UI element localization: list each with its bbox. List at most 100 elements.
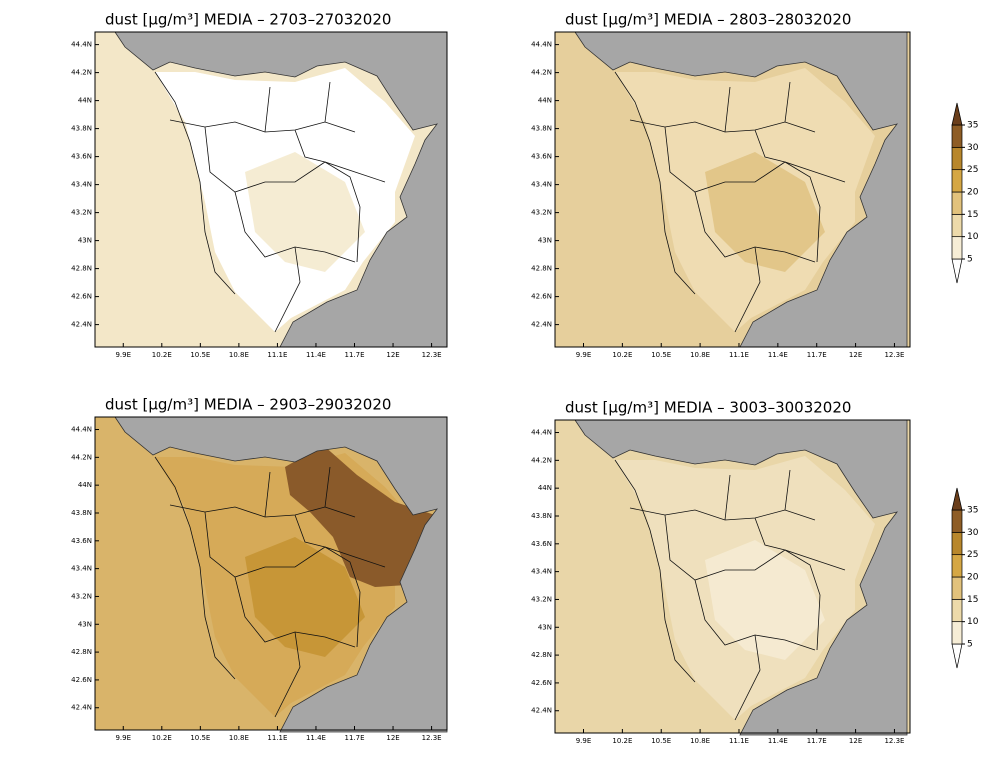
colorbar-label: 10 <box>967 232 979 242</box>
map-title: dust [μg/m³] MEDIA – 2803–28032020 <box>565 11 851 29</box>
frame <box>94 31 448 348</box>
colorbar-label: 25 <box>967 550 978 560</box>
y-tick-label: 43.8N <box>71 125 92 133</box>
colorbar-bin <box>951 576 963 600</box>
y-tick-label: 43.8N <box>531 512 552 520</box>
y-tick-label: 44.2N <box>531 456 552 464</box>
colorbar-label: 10 <box>967 617 979 627</box>
y-tick-label: 43.2N <box>71 209 92 217</box>
colorbar-label: 15 <box>967 210 978 220</box>
y-tick-label: 43N <box>78 237 92 245</box>
colorbar-label: 20 <box>967 188 979 198</box>
x-tick-label: 11.1E <box>729 351 749 359</box>
region-border <box>724 469 791 551</box>
region-border <box>274 161 361 333</box>
x-tick-label: 10.8E <box>690 351 710 359</box>
region-border <box>734 161 821 333</box>
y-tick-label: 42.8N <box>71 648 92 656</box>
y-tick-label: 44N <box>78 97 92 105</box>
x-tick-label: 10.8E <box>690 737 710 745</box>
colorbar-label: 20 <box>967 573 979 583</box>
y-tick-label: 43N <box>78 620 92 628</box>
colorbar-label: 35 <box>967 506 978 516</box>
colorbar-label: 15 <box>967 595 978 605</box>
y-tick-label: 44.4N <box>531 41 552 49</box>
x-tick-label: 9.9E <box>576 737 592 745</box>
region-border <box>154 71 236 295</box>
x-tick-label: 9.9E <box>115 734 131 742</box>
colorbar-label: 25 <box>967 165 978 175</box>
region-border <box>614 71 696 295</box>
x-tick-label: 10.5E <box>190 734 210 742</box>
x-tick-label: 10.2E <box>152 734 172 742</box>
x-tick-label: 10.2E <box>152 351 172 359</box>
x-tick-label: 11.4E <box>306 734 326 742</box>
field-hot <box>285 445 435 587</box>
region-border <box>694 579 816 651</box>
y-tick-label: 42.4N <box>531 707 552 715</box>
colorbar-arrow <box>951 487 963 511</box>
region-border <box>264 466 331 548</box>
y-tick-label: 42.6N <box>71 676 92 684</box>
y-tick-label: 44.2N <box>71 69 92 77</box>
x-tick-label: 10.8E <box>229 734 249 742</box>
colorbar-label: 5 <box>967 640 973 650</box>
x-tick-label: 10.8E <box>229 351 249 359</box>
y-tick-label: 43.8N <box>71 509 92 517</box>
x-tick-label: 11.4E <box>768 737 788 745</box>
colorbar-bin <box>951 146 963 171</box>
region-border <box>694 191 816 263</box>
x-tick-label: 12.3E <box>884 351 904 359</box>
outside-domain <box>114 416 448 733</box>
colorbar-arrow <box>951 258 963 284</box>
y-tick-label: 43.6N <box>531 540 552 548</box>
colorbar-bin <box>951 169 963 193</box>
region-border <box>204 126 386 193</box>
map-panel <box>554 419 911 736</box>
y-tick-label: 43.6N <box>71 153 92 161</box>
map-panel <box>94 31 448 348</box>
x-tick-label: 11.1E <box>729 737 749 745</box>
x-tick-label: 12E <box>386 351 399 359</box>
colorbar-bin <box>951 124 963 148</box>
y-tick-label: 43.4N <box>71 565 92 573</box>
frame <box>554 419 911 734</box>
x-tick-label: 10.5E <box>651 737 671 745</box>
y-tick-label: 43.6N <box>531 153 552 161</box>
x-tick-label: 9.9E <box>115 351 131 359</box>
colorbar-bin <box>951 531 963 556</box>
colorbar-bin <box>951 191 963 215</box>
x-tick-label: 11.7E <box>344 351 364 359</box>
outside-domain <box>574 31 908 348</box>
y-tick-label: 42.6N <box>71 293 92 301</box>
y-tick-label: 43.6N <box>71 537 92 545</box>
outside-domain <box>574 419 908 736</box>
y-tick-label: 43.2N <box>531 209 552 217</box>
map-title: dust [μg/m³] MEDIA – 2903–29032020 <box>105 396 391 414</box>
region-border <box>264 81 331 163</box>
x-tick-label: 12E <box>386 734 399 742</box>
region-border <box>724 81 791 163</box>
colorbar-bin <box>951 554 963 578</box>
y-tick-label: 42.8N <box>531 651 552 659</box>
y-tick-label: 42.8N <box>71 265 92 273</box>
colorbar-label: 30 <box>967 528 979 538</box>
colorbar-label: 35 <box>967 121 978 131</box>
map-title: dust [μg/m³] MEDIA – 2703–27032020 <box>105 11 391 29</box>
x-tick-label: 11.4E <box>306 351 326 359</box>
y-tick-label: 43N <box>538 623 552 631</box>
colorbar-label: 5 <box>967 255 973 265</box>
y-tick-label: 44.4N <box>71 41 92 49</box>
colorbar-bin <box>951 621 963 645</box>
region-border <box>614 459 696 683</box>
colorbar-bin <box>951 509 963 533</box>
frame <box>554 31 911 348</box>
x-tick-label: 11.1E <box>267 351 287 359</box>
y-tick-label: 44.4N <box>531 429 552 437</box>
y-tick-label: 42.4N <box>71 704 92 712</box>
x-tick-label: 11.7E <box>807 737 827 745</box>
y-tick-label: 42.8N <box>531 265 552 273</box>
colorbar-label: 30 <box>967 143 979 153</box>
colorbar-bin <box>951 213 963 238</box>
